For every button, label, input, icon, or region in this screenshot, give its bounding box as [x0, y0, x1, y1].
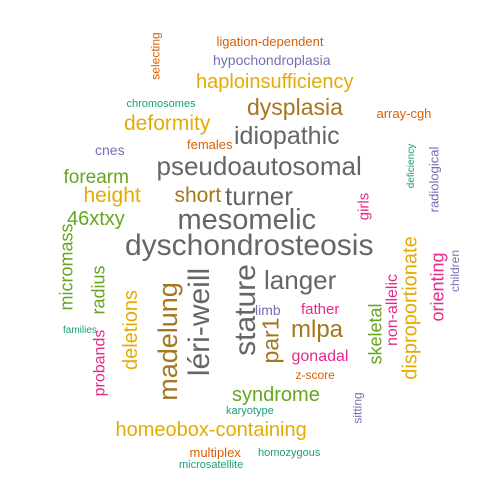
word-height: height	[83, 183, 141, 207]
word-homeobox-containing: homeobox-containing	[115, 419, 307, 441]
word-dyschondrosteosis: dyschondrosteosis	[125, 229, 374, 262]
word-46xtxy: 46xtxy	[67, 208, 125, 230]
word-sitting: sitting	[350, 392, 365, 424]
word-z-score: z-score	[295, 368, 335, 382]
word-deletions: deletions	[120, 289, 143, 371]
word-skeletal: skeletal	[365, 303, 386, 365]
word-ligation-dependent: ligation-dependent	[216, 33, 324, 49]
word-dysplasia: dysplasia	[247, 93, 343, 120]
word-homozygous: homozygous	[258, 446, 321, 459]
word-chromosomes: chromosomes	[126, 97, 196, 110]
word-leri-weill: léri-weill	[183, 267, 217, 377]
word-probands: probands	[90, 329, 108, 397]
word-mlpa: mlpa	[291, 316, 344, 343]
word-multiplex: multiplex	[189, 444, 241, 460]
word-cnes: cnes	[95, 142, 125, 158]
word-selecting: selecting	[148, 32, 163, 80]
word-short: short	[174, 183, 222, 207]
word-turner: turner	[225, 181, 293, 211]
word-deficiency: deficiency	[406, 143, 418, 189]
word-females: females	[187, 136, 233, 152]
word-gonadal: gonadal	[291, 348, 349, 365]
word-forearm: forearm	[63, 166, 129, 188]
word-micromass: micromass	[56, 223, 77, 311]
word-microsatellite: microsatellite	[179, 458, 244, 471]
word-haploinsufficiency: haploinsufficiency	[196, 71, 354, 93]
word-deformity: deformity	[124, 111, 211, 135]
word-par1: par1	[257, 316, 284, 364]
word-limb: limb	[255, 302, 281, 318]
word-children: children	[448, 249, 463, 293]
word-syndrome: syndrome	[232, 384, 320, 406]
word-pseudoautosomal: pseudoautosomal	[156, 151, 362, 181]
word-idiopathic: idiopathic	[234, 121, 340, 150]
word-langer: langer	[264, 265, 337, 295]
word-madelung: madelung	[152, 281, 183, 401]
word-mesomelic: mesomelic	[177, 203, 317, 236]
word-hypochondroplasia: hypochondroplasia	[213, 52, 331, 68]
word-orienting: orienting	[427, 252, 448, 322]
word-father: father	[301, 300, 340, 318]
word-array-cgh: array-cgh	[376, 105, 432, 121]
word-disproportionate: disproportionate	[399, 236, 422, 380]
word-radius: radius	[88, 265, 109, 315]
word-radiological: radiological	[426, 146, 442, 212]
word-karyotype: karyotype	[226, 404, 274, 417]
word-families: families	[63, 325, 97, 336]
word-girls: girls	[355, 192, 373, 220]
word-non-allelic: non-allelic	[384, 273, 402, 347]
